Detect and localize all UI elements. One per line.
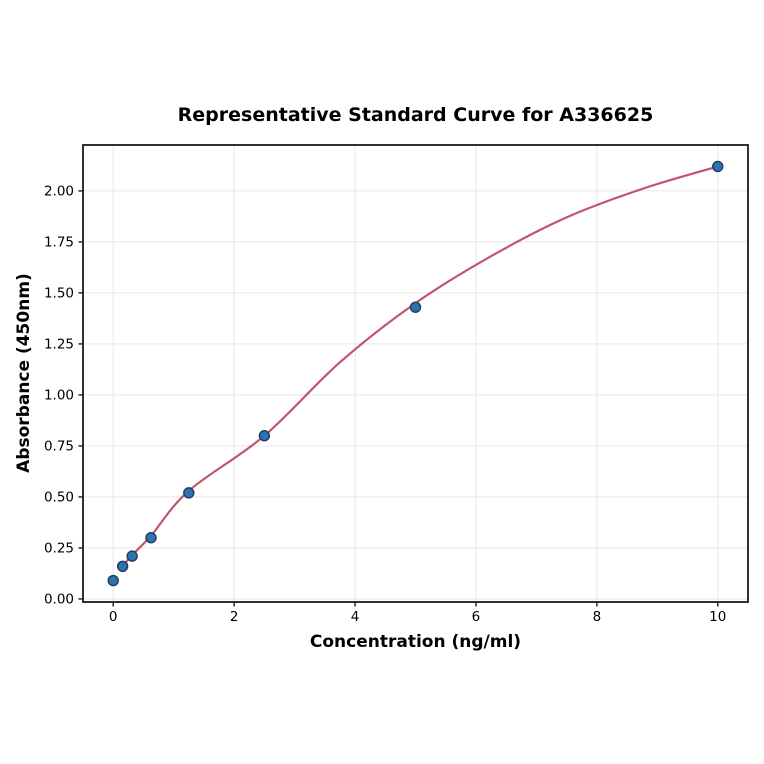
x-tick-label: 0 [109, 609, 118, 625]
y-tick-label: 0.25 [44, 540, 74, 556]
chart-title: Representative Standard Curve for A33662… [177, 104, 654, 126]
x-tick-label: 2 [230, 609, 239, 625]
data-point [712, 160, 724, 173]
data-points [107, 160, 724, 587]
y-tick-label: 1.50 [44, 285, 74, 301]
x-tick-label: 8 [593, 609, 602, 625]
y-tick-label: 2.00 [44, 183, 74, 199]
y-axis-label: Absorbance (450nm) [14, 273, 34, 473]
y-tick-label: 1.25 [44, 336, 74, 352]
data-point [126, 550, 138, 562]
x-axis-label: Concentration (ng/ml) [309, 632, 522, 652]
y-tick-label: 0.00 [44, 591, 74, 607]
data-point [107, 574, 119, 587]
data-point [116, 560, 129, 572]
y-tick-label: 1.00 [44, 387, 74, 403]
axis-ticks: 0 2 4 6 8 10 0.00 0.25 0.50 0.75 1.00 1.25 1.50 1.75 2… [44, 183, 726, 625]
data-point [409, 301, 422, 313]
data-point [145, 532, 157, 544]
data-point [183, 487, 195, 499]
plot-frame [82, 144, 749, 603]
y-tick-label: 0.75 [44, 438, 74, 454]
x-tick-label: 10 [709, 609, 726, 625]
y-tick-label: 0.50 [44, 489, 74, 505]
fit-curve [121, 165, 719, 568]
data-point [258, 430, 271, 442]
y-tick-label: 1.75 [44, 234, 74, 250]
x-tick-label: 4 [351, 609, 360, 625]
x-tick-label: 6 [472, 609, 481, 625]
gridlines [83, 145, 748, 602]
